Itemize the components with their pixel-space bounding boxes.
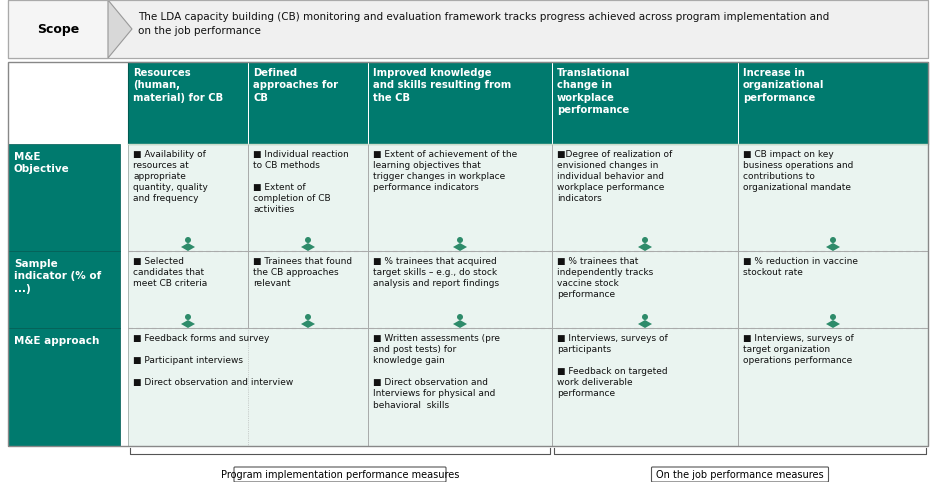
Bar [128, 62, 248, 144]
Bar [248, 144, 368, 251]
Bar [368, 144, 552, 251]
Bar [738, 328, 928, 446]
Bar [247, 62, 248, 144]
Circle shape [642, 314, 648, 320]
Text: ■ Interviews, surveys of
target organization
operations performance: ■ Interviews, surveys of target organiza… [743, 334, 854, 365]
Bar [552, 328, 738, 446]
Bar [368, 251, 552, 328]
Bar [128, 328, 368, 446]
Text: Increase in
organizational
performance: Increase in organizational performance [743, 68, 825, 103]
Bar [128, 251, 248, 328]
Bar [8, 0, 928, 58]
Bar [552, 251, 738, 328]
Bar [8, 328, 120, 446]
Bar [248, 62, 368, 144]
Text: Sample
indicator (% of
...): Sample indicator (% of ...) [14, 259, 101, 294]
Text: M&E approach: M&E approach [14, 336, 99, 346]
Polygon shape [638, 243, 652, 251]
Circle shape [185, 237, 191, 243]
Polygon shape [181, 243, 195, 251]
Circle shape [185, 314, 191, 320]
Bar [8, 144, 120, 251]
Bar [8, 0, 928, 58]
Bar [368, 328, 552, 446]
Text: ■ CB impact on key
business operations and
contributions to
organizational manda: ■ CB impact on key business operations a… [743, 150, 854, 192]
Bar [552, 62, 738, 144]
Polygon shape [181, 320, 195, 328]
Text: Resources
(human,
material) for CB: Resources (human, material) for CB [133, 68, 223, 103]
Bar [552, 328, 738, 446]
Text: Improved knowledge
and skills resulting from
the CB: Improved knowledge and skills resulting … [373, 68, 511, 103]
Polygon shape [453, 243, 467, 251]
Text: Program implementation performance measures: Program implementation performance measu… [221, 469, 460, 480]
Bar [128, 62, 928, 144]
Bar [128, 144, 248, 251]
Polygon shape [826, 320, 840, 328]
Circle shape [457, 314, 463, 320]
Bar [368, 144, 552, 251]
Circle shape [457, 237, 463, 243]
Text: Scope: Scope [37, 23, 80, 36]
Text: ■ Feedback forms and survey

■ Participant interviews

■ Direct observation and : ■ Feedback forms and survey ■ Participan… [133, 334, 293, 388]
Bar [738, 328, 928, 446]
Bar [738, 251, 928, 328]
Bar [248, 251, 368, 328]
Bar [128, 251, 248, 328]
Bar [128, 328, 368, 446]
FancyBboxPatch shape [651, 467, 828, 482]
Bar [738, 251, 928, 328]
Bar [368, 62, 369, 144]
Text: ■ Written assessments (pre
and post tests) for
knowledge gain

■ Direct observat: ■ Written assessments (pre and post test… [373, 334, 500, 410]
Text: M&E
Objective: M&E Objective [14, 152, 70, 174]
Text: ■ Extent of achievement of the
learning objectives that
trigger changes in workp: ■ Extent of achievement of the learning … [373, 150, 518, 192]
Bar [368, 251, 552, 328]
Text: ■ % trainees that acquired
target skills – e.g., do stock
analysis and report fi: ■ % trainees that acquired target skills… [373, 257, 499, 288]
Circle shape [830, 237, 836, 243]
Text: ■ Availability of
resources at
appropriate
quantity, quality
and frequency: ■ Availability of resources at appropria… [133, 150, 208, 203]
Text: ■ % trainees that
independently tracks
vaccine stock
performance: ■ % trainees that independently tracks v… [557, 257, 653, 299]
Bar [738, 144, 928, 251]
Text: The LDA capacity building (CB) monitoring and evaluation framework tracks progre: The LDA capacity building (CB) monitorin… [138, 12, 829, 36]
Circle shape [642, 237, 648, 243]
Text: Defined
approaches for
CB: Defined approaches for CB [253, 68, 338, 103]
Text: ■ Selected
candidates that
meet CB criteria: ■ Selected candidates that meet CB crite… [133, 257, 207, 288]
Circle shape [305, 314, 311, 320]
FancyBboxPatch shape [234, 467, 446, 482]
Bar [248, 144, 368, 251]
Bar [8, 0, 108, 58]
Polygon shape [108, 0, 132, 58]
Polygon shape [301, 320, 315, 328]
Text: ■ Interviews, surveys of
participants

■ Feedback on targeted
work deliverable
p: ■ Interviews, surveys of participants ■ … [557, 334, 667, 399]
Bar [248, 251, 368, 328]
Text: On the job performance measures: On the job performance measures [656, 469, 824, 480]
Bar [552, 251, 738, 328]
Polygon shape [301, 243, 315, 251]
Polygon shape [826, 243, 840, 251]
Bar [368, 62, 552, 144]
Bar [738, 144, 928, 251]
Bar [551, 62, 552, 144]
Bar [8, 251, 120, 328]
Bar [552, 144, 738, 251]
Text: ■Degree of realization of
envisioned changes in
individual behavior and
workplac: ■Degree of realization of envisioned cha… [557, 150, 672, 203]
Circle shape [305, 237, 311, 243]
Text: Translational
change in
workplace
performance: Translational change in workplace perfor… [557, 68, 630, 115]
Bar [738, 62, 739, 144]
Bar [128, 144, 248, 251]
Text: ■ Trainees that found
the CB approaches
relevant: ■ Trainees that found the CB approaches … [253, 257, 352, 288]
Polygon shape [453, 320, 467, 328]
Bar [738, 62, 928, 144]
Circle shape [830, 314, 836, 320]
Bar [552, 144, 738, 251]
Bar [8, 62, 928, 446]
Polygon shape [638, 320, 652, 328]
Text: ■ % reduction in vaccine
stockout rate: ■ % reduction in vaccine stockout rate [743, 257, 858, 277]
Text: ■ Individual reaction
to CB methods

■ Extent of
completion of CB
activities: ■ Individual reaction to CB methods ■ Ex… [253, 150, 349, 214]
Bar [368, 328, 552, 446]
